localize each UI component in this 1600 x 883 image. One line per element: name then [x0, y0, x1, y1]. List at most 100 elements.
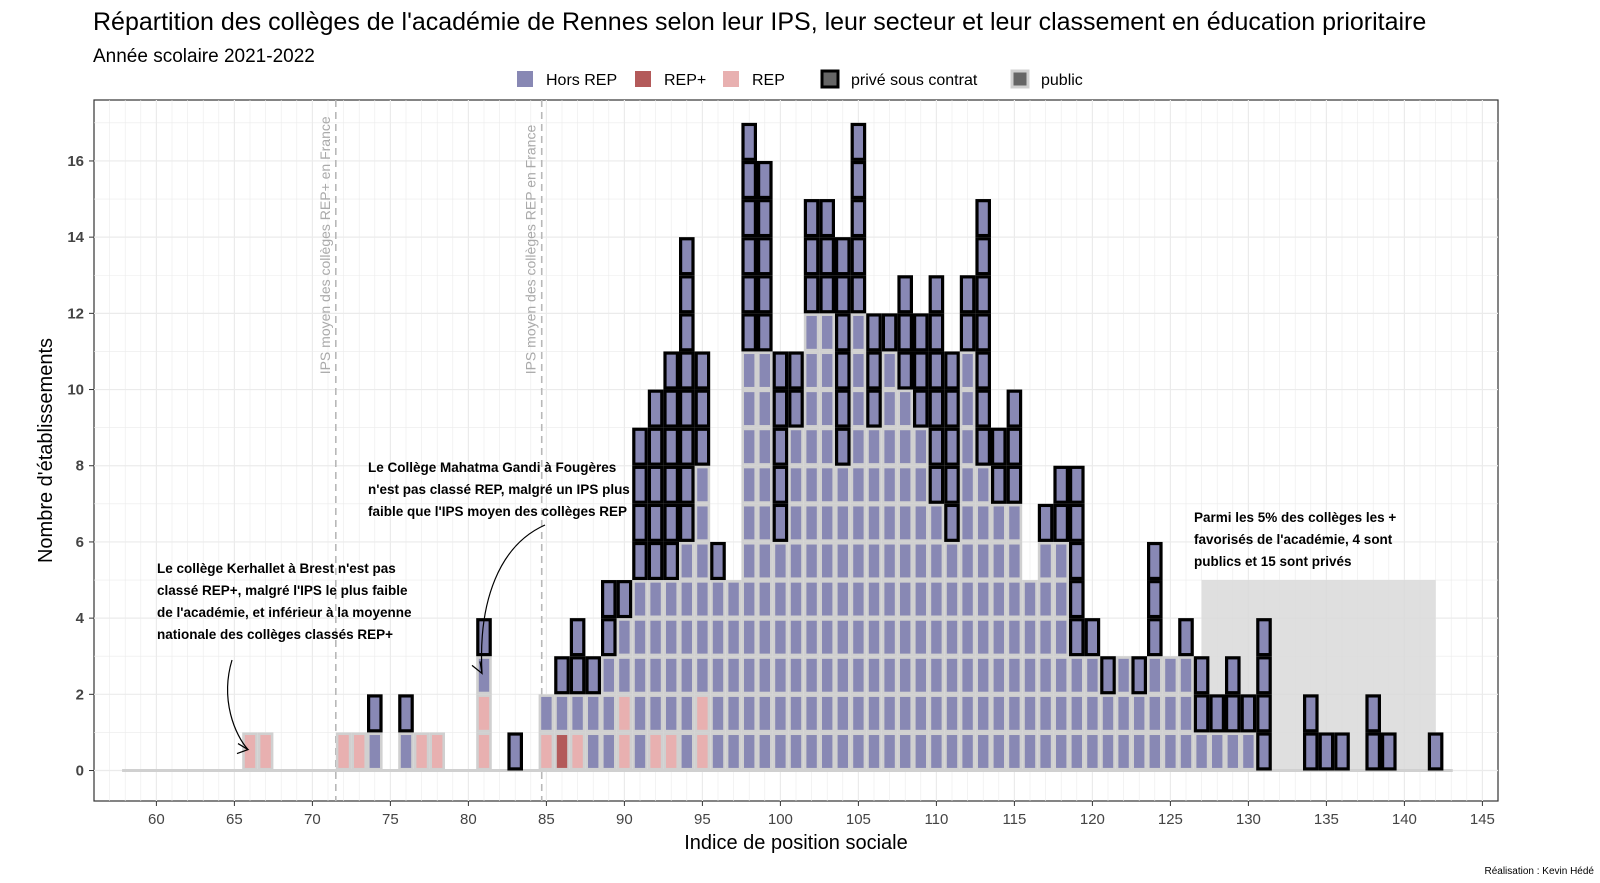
annotation-favorises: favorisés de l'académie, 4 sont	[1194, 532, 1393, 547]
bar-unit	[632, 427, 648, 466]
bar-unit	[850, 656, 867, 695]
bar-unit	[881, 313, 898, 352]
x-tick-label: 95	[694, 811, 711, 828]
bar-unit	[1084, 694, 1101, 733]
y-tick-label: 12	[67, 305, 84, 322]
bar-unit	[1022, 580, 1038, 619]
bar-unit	[928, 580, 945, 619]
bar-unit	[959, 313, 976, 352]
bar-unit	[476, 656, 492, 695]
bar-unit	[1053, 618, 1069, 657]
bar-unit	[866, 732, 882, 771]
bar-unit	[819, 427, 836, 466]
bar-unit	[1069, 656, 1085, 695]
bar-unit	[538, 694, 555, 733]
bar-unit	[975, 541, 992, 581]
y-tick-label: 16	[67, 153, 84, 170]
bar-unit	[741, 503, 758, 542]
y-tick-label: 14	[67, 229, 84, 246]
bar-unit	[912, 580, 929, 619]
bar-unit	[413, 732, 430, 771]
annotation-arrow	[227, 659, 249, 750]
bar-unit	[1240, 732, 1257, 771]
bar-unit	[866, 694, 882, 733]
bar-unit	[772, 618, 789, 657]
legend-key	[1010, 69, 1030, 89]
bar-unit	[975, 732, 992, 771]
bar-unit	[1037, 503, 1054, 542]
bar-unit	[834, 275, 851, 314]
bar-unit	[663, 465, 679, 504]
bar-unit	[788, 427, 804, 466]
bar-unit	[741, 160, 757, 200]
bar-unit	[881, 389, 898, 428]
annotations: Le collège Kerhallet à Brest n'est pas cl…	[157, 460, 1396, 755]
bar-unit	[678, 618, 695, 657]
bar-unit	[834, 389, 851, 428]
bar-unit	[819, 656, 836, 695]
legend-label: REP	[752, 72, 785, 89]
bar-unit	[741, 275, 757, 314]
bar-unit	[678, 237, 695, 276]
bar-unit	[959, 541, 976, 581]
bar-unit	[944, 427, 960, 466]
bar-unit	[585, 694, 602, 733]
bar-unit	[351, 732, 368, 771]
bar-unit	[866, 656, 882, 695]
bar-unit	[1365, 732, 1381, 771]
bar-unit	[819, 313, 836, 352]
y-tick-label: 2	[76, 686, 84, 703]
bar-unit	[1053, 541, 1069, 581]
bar-unit	[959, 389, 976, 428]
bar-unit	[741, 237, 757, 276]
bar-unit	[710, 656, 726, 695]
bar-unit	[632, 732, 648, 771]
bar-unit	[1022, 656, 1038, 695]
bar-unit	[741, 618, 758, 657]
bar-unit	[944, 618, 960, 657]
bar-unit	[803, 541, 820, 581]
bar-unit	[850, 694, 867, 733]
bar-unit	[678, 427, 695, 466]
x-tick-label: 115	[1002, 811, 1026, 828]
bar-unit	[647, 503, 664, 542]
bar-unit	[476, 694, 492, 733]
bar-unit	[1209, 694, 1225, 733]
bar-unit	[694, 732, 711, 771]
bar-unit	[1100, 694, 1116, 733]
bar-unit	[1068, 503, 1085, 542]
bar-unit	[1022, 618, 1038, 657]
bar-unit	[975, 237, 991, 276]
bar-unit	[678, 351, 695, 390]
bars	[122, 122, 1453, 773]
annotation-gandi: faible que l'IPS moyen des collèges REP	[368, 504, 627, 519]
bar-unit	[772, 732, 789, 771]
bar-unit	[772, 503, 789, 542]
bar-unit	[819, 275, 835, 314]
bar-unit	[1224, 694, 1241, 733]
bar-unit	[803, 618, 820, 657]
x-tick-label: 110	[924, 811, 948, 828]
bar-unit	[897, 580, 914, 619]
bar-unit	[1006, 541, 1023, 581]
bar-unit	[990, 694, 1007, 733]
annotation-kerhallet: Le collège Kerhallet à Brest n'est pas	[157, 561, 396, 576]
bar-unit	[694, 580, 711, 619]
bar-unit	[647, 465, 664, 504]
bar-unit	[959, 465, 976, 504]
bar-unit	[959, 351, 976, 390]
bar-unit	[772, 351, 789, 390]
bar-unit	[881, 618, 898, 657]
bar-unit	[975, 465, 992, 504]
chart-subtitle: Année scolaire 2021-2022	[93, 46, 315, 67]
bar-unit	[803, 199, 820, 238]
bar-unit	[632, 618, 648, 657]
bar-unit	[881, 465, 898, 504]
chart-title: Répartition des collèges de l'académie d…	[93, 8, 1427, 36]
bar-unit	[678, 313, 695, 352]
bar-unit	[975, 580, 992, 619]
y-tick-label: 10	[67, 382, 84, 399]
bar-unit	[990, 656, 1007, 695]
bar-unit	[975, 313, 991, 352]
